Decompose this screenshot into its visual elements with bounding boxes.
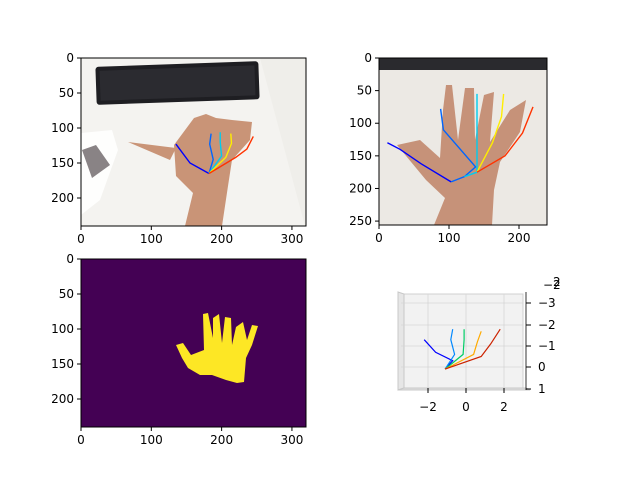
skeleton-middle-line (208, 132, 223, 174)
panel-bottom-right: −2 0 2−3−2−101−22 (397, 275, 561, 414)
x-tick-label: 200 (508, 231, 531, 245)
y-tick-label: 0 (364, 51, 372, 65)
skeleton-index-line (208, 133, 214, 174)
y-tick-label: 200 (349, 181, 372, 195)
y-tick-label: 200 (51, 191, 74, 205)
panel-top-left: 0 100 200 300 0 50 100 150 200 (51, 51, 307, 246)
y-tick-label: 100 (51, 121, 74, 135)
z-tick-label: 2 (553, 275, 561, 289)
skeleton-thumb-line (387, 142, 452, 183)
x-tick-label: 300 (280, 433, 303, 447)
axes-frame (378, 57, 548, 226)
y-tick-label: 50 (59, 86, 74, 100)
pane-back (400, 293, 524, 389)
y-tick-label: 100 (349, 116, 372, 130)
series-line-4 (444, 328, 501, 370)
series-line-2 (444, 329, 465, 370)
skeleton-B (387, 93, 534, 183)
pane-left (397, 291, 405, 391)
skeleton-little-line (476, 106, 534, 173)
y-tick-label: 0 (538, 360, 546, 374)
photo-image (81, 58, 306, 226)
grid-3d (401, 294, 523, 388)
y-tick-label: 150 (51, 156, 74, 170)
y-tick-label: 0 (66, 51, 74, 65)
photo-image (379, 58, 547, 225)
panel-top-right: 0 100 200 0 50 100 150 200 250 (349, 51, 548, 245)
x-tick-label: 100 (140, 232, 163, 246)
x-tick-label: 100 (438, 231, 461, 245)
x-tick-label: −2 (419, 400, 437, 414)
ticks-C: 0 100 200 300 0 50 100 150 200 (51, 252, 303, 447)
mask-background (81, 259, 306, 427)
y-tick-label: 200 (51, 392, 74, 406)
x-tick-label: 300 (280, 232, 303, 246)
y-tick-label: 150 (349, 149, 372, 163)
skeleton-middle-line (464, 93, 478, 178)
y-tick-label: 0 (66, 252, 74, 266)
panel-bottom-left: 0 100 200 300 0 50 100 150 200 (51, 252, 307, 447)
axes-frame (80, 57, 307, 227)
skeleton-ring-line (476, 93, 505, 173)
y-tick-label: 1 (538, 382, 546, 396)
x-tick-label: 0 (77, 232, 85, 246)
x-tick-label: 200 (210, 232, 233, 246)
pane-bottom (397, 387, 531, 391)
x-tick-label: 0 (77, 433, 85, 447)
skeleton-ring-line (208, 133, 233, 175)
y-tick-label: 150 (51, 357, 74, 371)
y-tick-label: −1 (538, 339, 556, 353)
skeleton-little-line (208, 136, 254, 175)
x-tick-label: 200 (210, 433, 233, 447)
series-line-0 (423, 339, 454, 370)
x-tick-label: 0 (462, 400, 470, 414)
y-tick-label: 50 (59, 287, 74, 301)
y-tick-label: 250 (349, 214, 372, 228)
series-line-3 (444, 331, 482, 370)
y-tick-label: 50 (357, 84, 372, 98)
y-tick-label: −2 (538, 318, 556, 332)
series-line-1 (444, 329, 456, 370)
skeleton-index-line (439, 108, 477, 183)
ticks-B: 0 100 200 0 50 100 150 200 250 (349, 51, 530, 245)
skeleton-D (423, 328, 501, 370)
z-tick-label: −2 (543, 278, 561, 292)
x-tick-label: 100 (140, 433, 163, 447)
y-tick-label: −3 (538, 296, 556, 310)
skeleton-thumb-line (175, 143, 210, 175)
y-tick-label: 100 (51, 322, 74, 336)
x-tick-label: 0 (375, 231, 383, 245)
skeleton-A (175, 132, 254, 175)
mask-hand (176, 313, 258, 383)
x-tick-label: 2 (500, 400, 508, 414)
ticks-D: −2 0 2−3−2−101−22 (419, 275, 561, 414)
ticks-A: 0 100 200 300 0 50 100 150 200 (51, 51, 303, 246)
axes-frame (80, 258, 307, 428)
